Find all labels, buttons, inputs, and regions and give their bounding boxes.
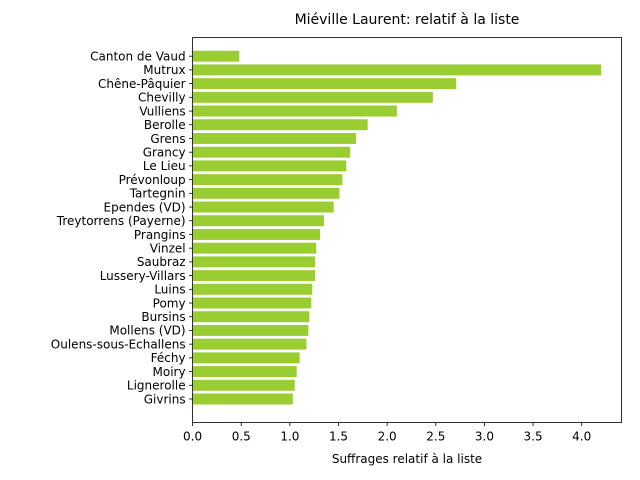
- bar: [192, 352, 300, 364]
- bar: [192, 283, 313, 295]
- x-tick-label: 4.0: [572, 430, 591, 444]
- bar: [192, 393, 293, 405]
- bar: [192, 64, 602, 76]
- bar: [192, 105, 397, 117]
- y-tick-label: Féchy: [151, 351, 186, 365]
- y-tick-label: Luins: [154, 283, 185, 297]
- x-tick-label: 3.5: [524, 430, 543, 444]
- bar: [192, 228, 321, 240]
- y-tick-label: Grancy: [143, 145, 186, 159]
- y-tick-label: Lignerolle: [127, 379, 186, 393]
- bar: [192, 242, 317, 254]
- y-tick-label: Canton de Vaud: [90, 50, 185, 64]
- x-tick-label: 0.5: [232, 430, 251, 444]
- y-tick-label: Pomy: [153, 296, 186, 310]
- y-tick-label: Chêne-Pâquier: [98, 77, 186, 91]
- y-tick-labels: Canton de VaudMutruxChêne-PâquierChevill…: [51, 50, 193, 406]
- bar: [192, 215, 324, 227]
- y-tick-label: Tartegnin: [129, 187, 186, 201]
- y-tick-label: Le Lieu: [143, 159, 186, 173]
- bar: [192, 366, 297, 378]
- bar: [192, 146, 351, 158]
- bar: [192, 201, 334, 213]
- bar: [192, 187, 340, 199]
- y-tick-label: Prévonloup: [119, 173, 186, 187]
- bar: [192, 379, 295, 391]
- bar: [192, 78, 457, 90]
- bar: [192, 270, 316, 282]
- y-tick-label: Lussery-Villars: [100, 269, 186, 283]
- y-tick-label: Bursins: [141, 310, 185, 324]
- bar: [192, 311, 310, 323]
- x-tick-label: 3.0: [475, 430, 494, 444]
- x-tick-label: 0.0: [183, 430, 202, 444]
- bar: [192, 338, 307, 350]
- y-tick-label: Mollens (VD): [109, 324, 185, 338]
- bar: [192, 91, 433, 103]
- x-axis-label: Suffrages relatif à la liste: [332, 452, 482, 466]
- y-tick-label: Mutrux: [143, 63, 185, 77]
- y-tick-label: Berolle: [144, 118, 186, 132]
- bar: [192, 297, 312, 309]
- bar-group: [192, 50, 602, 405]
- y-tick-label: Chevilly: [138, 91, 186, 105]
- x-tick-label: 2.5: [426, 430, 445, 444]
- plot-frame: [192, 37, 623, 423]
- y-tick-label: Vinzel: [150, 241, 186, 255]
- bar: [192, 160, 347, 172]
- y-tick-label: Ependes (VD): [104, 200, 186, 214]
- x-tick-label: 1.0: [280, 430, 299, 444]
- chart-title: Miéville Laurent: relatif à la liste: [295, 12, 520, 28]
- x-tick-label: 1.5: [329, 430, 348, 444]
- y-tick-label: Givrins: [144, 392, 186, 406]
- y-tick-label: Moiry: [153, 365, 186, 379]
- y-tick-label: Grens: [150, 132, 185, 146]
- bar: [192, 119, 368, 131]
- bar: [192, 324, 309, 336]
- bar: [192, 174, 343, 186]
- bar: [192, 50, 240, 62]
- bar: [192, 256, 316, 268]
- y-tick-label: Oulens-sous-Echallens: [51, 337, 186, 351]
- x-ticks: 0.0 0.5 1.0 1.5 2.0 2.5 3.0 3.5 4.0: [183, 422, 591, 444]
- x-tick-label: 2.0: [378, 430, 397, 444]
- bar: [192, 132, 357, 144]
- y-tick-label: Treytorrens (Payerne): [56, 214, 186, 228]
- y-tick-label: Saubraz: [137, 255, 186, 269]
- y-tick-label: Vulliens: [139, 104, 185, 118]
- y-tick-label: Prangins: [134, 228, 186, 242]
